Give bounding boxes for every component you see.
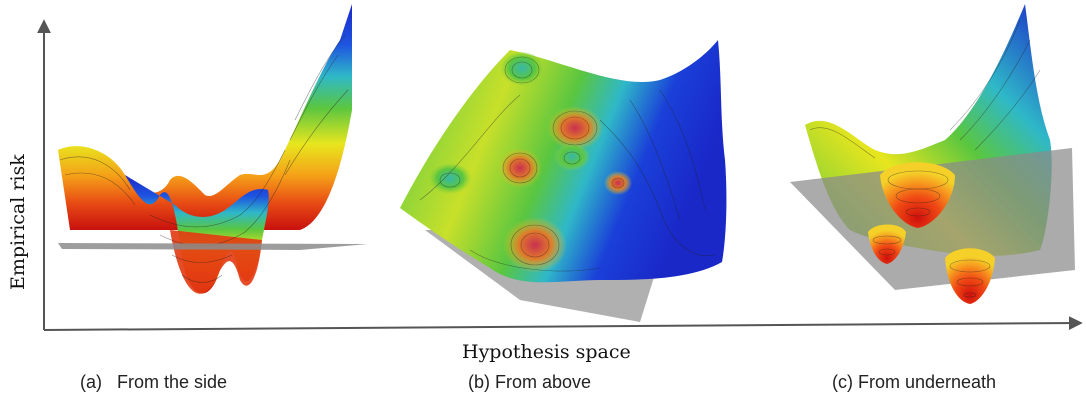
y-axis-label: Empirical risk — [7, 154, 29, 290]
x-axis — [43, 316, 1083, 331]
x-axis-label: Hypothesis space — [462, 341, 631, 363]
side-pit-lower — [170, 230, 262, 294]
caption-above: (b) From above — [468, 372, 592, 392]
axes: Empirical risk Hypothesis space — [7, 19, 1083, 363]
above-bump-1 — [500, 52, 544, 88]
under-cone-3 — [945, 248, 995, 304]
above-basin-right — [604, 171, 632, 195]
side-surface-back — [58, 4, 352, 230]
above-contours — [419, 56, 716, 272]
caption-side: (a) From the side — [80, 372, 228, 392]
above-basin-bottom — [503, 217, 567, 273]
above-bump-2 — [554, 144, 590, 172]
side-contours — [59, 34, 349, 283]
caption-underneath: (c) From underneath — [832, 372, 997, 392]
above-bump-3 — [428, 164, 472, 196]
under-cone-1 — [880, 162, 955, 228]
panel-above — [400, 40, 727, 322]
under-contours — [809, 19, 1041, 298]
panel-underneath — [790, 4, 1075, 304]
side-zero-plane — [58, 243, 368, 250]
above-basin-top — [547, 106, 603, 150]
above-basin-left — [498, 148, 542, 188]
panel-side — [58, 4, 368, 294]
